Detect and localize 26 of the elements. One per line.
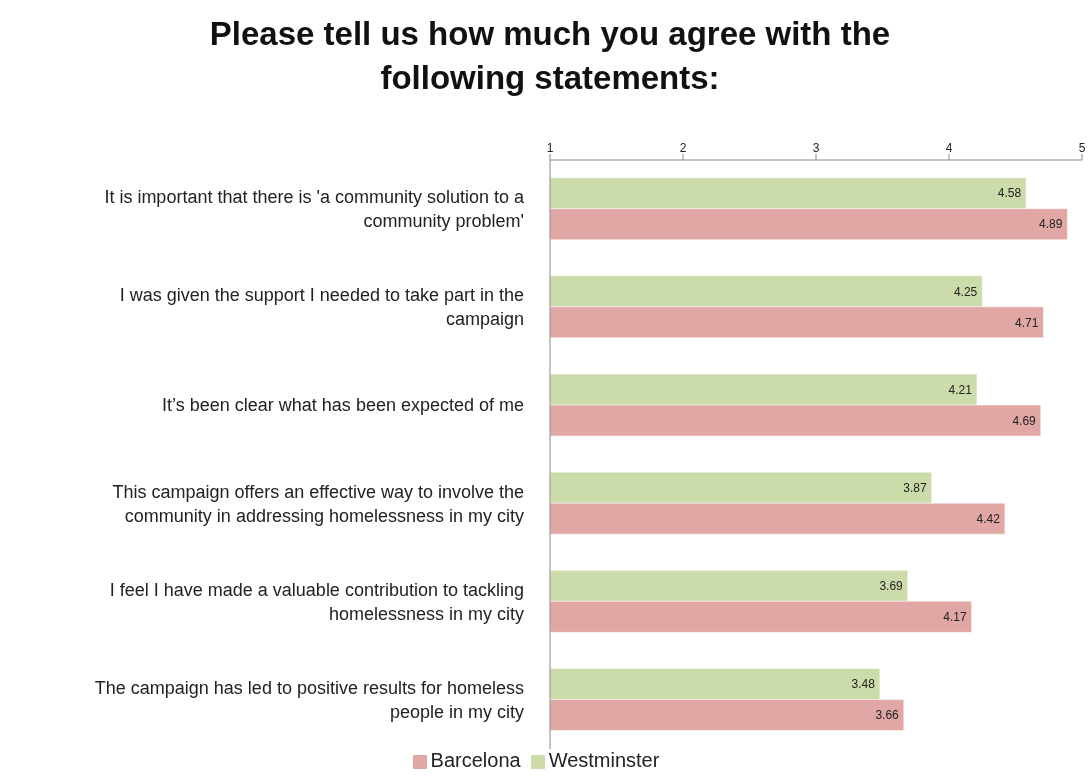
data-label: 4.21 <box>948 382 973 397</box>
legend-label: Westminster <box>548 749 660 771</box>
y-tick-label: The campaign has led to positive results for homeless people in my city <box>94 677 524 722</box>
chart-title: Please tell us how much you agree with the following statements: <box>208 14 892 98</box>
x-tick-label: 2 <box>679 141 687 155</box>
y-tick-label: It is important that there is 'a community solution to a community problem' <box>104 187 525 232</box>
x-tick-label: 4 <box>945 141 953 155</box>
data-label: 3.48 <box>851 677 876 692</box>
data-label: 4.25 <box>953 284 978 299</box>
data-label: 3.87 <box>903 480 928 495</box>
data-label: 4.17 <box>943 610 967 625</box>
data-label: 3.66 <box>875 708 900 723</box>
data-label: 4.58 <box>997 186 1022 201</box>
x-tick-label: 1 <box>546 141 554 155</box>
y-tick-label: I was given the support I needed to take part in the campaign <box>119 285 524 330</box>
data-label: 4.69 <box>1012 413 1037 428</box>
data-label: 4.89 <box>1039 217 1063 232</box>
data-label: 4.71 <box>1015 315 1039 330</box>
y-tick-label: I feel I have made a valuable contribution to tackling homelessness in my city <box>109 579 524 624</box>
legend-label: Barcelona <box>430 749 521 771</box>
y-tick-label: This campaign offers an effective way to involve the community in addressing homelessness in my city <box>112 481 524 526</box>
data-label: 4.42 <box>976 511 1001 526</box>
data-label: 3.69 <box>879 579 904 594</box>
x-tick-label: 3 <box>812 141 820 155</box>
y-tick-label: It’s been clear what has been expected of me <box>162 395 524 416</box>
x-tick-label: 5 <box>1078 141 1086 155</box>
